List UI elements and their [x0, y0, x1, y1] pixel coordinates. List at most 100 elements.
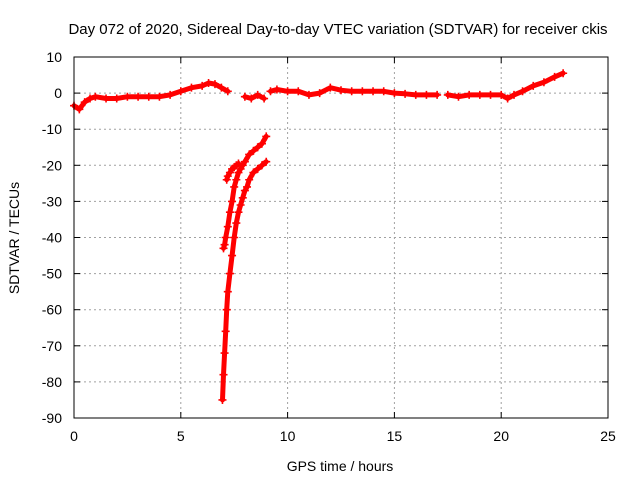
data-point [232, 219, 241, 228]
data-point [266, 87, 275, 96]
data-point [262, 157, 271, 166]
data-point [144, 92, 153, 101]
data-point [228, 251, 237, 260]
data-point [518, 87, 527, 96]
data-point [218, 395, 227, 404]
data-point [220, 240, 229, 249]
data-point [75, 105, 84, 114]
data-point [401, 89, 410, 98]
series-band [445, 70, 566, 101]
data-point [222, 175, 231, 184]
x-tick-label: 0 [70, 428, 78, 444]
y-tick-label: -80 [42, 374, 62, 390]
data-point [390, 89, 399, 98]
y-tick-label: -50 [42, 266, 62, 282]
data-point [234, 208, 243, 217]
data-point [294, 87, 303, 96]
series-2 [266, 83, 442, 99]
data-point [230, 182, 239, 191]
data-point [204, 78, 213, 87]
x-tick-label: 20 [493, 428, 509, 444]
data-point [112, 94, 121, 103]
data-point [225, 269, 234, 278]
series-6 [222, 159, 243, 184]
data-point [228, 197, 237, 206]
y-tick-label: -70 [42, 338, 62, 354]
data-point [91, 92, 100, 101]
data-point [304, 90, 313, 99]
data-point [475, 90, 484, 99]
data-point [529, 81, 538, 90]
x-tick-label: 5 [177, 428, 185, 444]
data-point [283, 87, 292, 96]
data-point [221, 327, 230, 336]
y-axis-label: SDTVAR / TECUs [6, 182, 22, 294]
data-point [80, 98, 89, 107]
series-1 [240, 90, 269, 103]
x-tick-label: 10 [280, 428, 296, 444]
data-point [225, 208, 234, 217]
data-point [422, 90, 431, 99]
data-point [433, 90, 442, 99]
data-point [337, 86, 345, 95]
data-point [262, 132, 271, 141]
data-point [236, 201, 245, 210]
data-point [465, 90, 474, 99]
data-point [253, 90, 262, 99]
data-point [240, 157, 249, 166]
data-point [510, 90, 519, 99]
data-point [134, 92, 143, 101]
data-point [222, 305, 231, 314]
plot-frame [73, 56, 609, 419]
data-point [217, 83, 226, 92]
data-point [559, 69, 568, 78]
data-point [102, 94, 111, 103]
data-point [223, 287, 232, 296]
data-point [347, 87, 356, 96]
x-tick-label: 15 [387, 428, 403, 444]
y-tick-label: 10 [46, 49, 62, 65]
series-4 [218, 157, 271, 404]
data-point [326, 83, 335, 92]
data-point [454, 92, 463, 101]
data-points [70, 69, 568, 404]
data-point [230, 233, 239, 242]
data-point [198, 81, 207, 90]
data-point [86, 94, 95, 103]
data-point [123, 92, 132, 101]
data-point [550, 72, 559, 81]
data-point [539, 78, 548, 87]
data-point [245, 150, 254, 159]
series-5 [219, 132, 271, 253]
axis-ticks: 0 5 10 15 20 25 10 0 -10 -20 -30 -40 -50 -60 -70 -80 -90 [42, 49, 616, 444]
data-point [238, 193, 247, 202]
data-point [166, 90, 175, 99]
x-axis-label: GPS time / hours [287, 458, 394, 474]
data-point [253, 164, 262, 173]
data-point [221, 233, 230, 242]
data-point [219, 370, 228, 379]
data-point [223, 87, 232, 96]
y-tick-label: -60 [42, 302, 62, 318]
data-point [411, 90, 420, 99]
data-point [272, 85, 281, 94]
data-point [260, 94, 269, 103]
data-point [240, 92, 249, 101]
y-tick-label: -10 [42, 121, 62, 137]
data-point [176, 87, 185, 96]
data-point [497, 90, 506, 99]
data-point [223, 222, 232, 231]
y-tick-label: -40 [42, 230, 62, 246]
data-point [249, 168, 258, 177]
data-point [379, 87, 388, 96]
y-tick-label: -30 [42, 193, 62, 209]
data-point [187, 83, 196, 92]
data-point [257, 139, 266, 148]
grid [74, 57, 608, 418]
x-tick-label: 25 [600, 428, 616, 444]
data-point [257, 161, 266, 170]
data-point [249, 146, 258, 155]
y-tick-label: -20 [42, 157, 62, 173]
data-point [315, 89, 324, 98]
y-tick-label: 0 [54, 85, 62, 101]
